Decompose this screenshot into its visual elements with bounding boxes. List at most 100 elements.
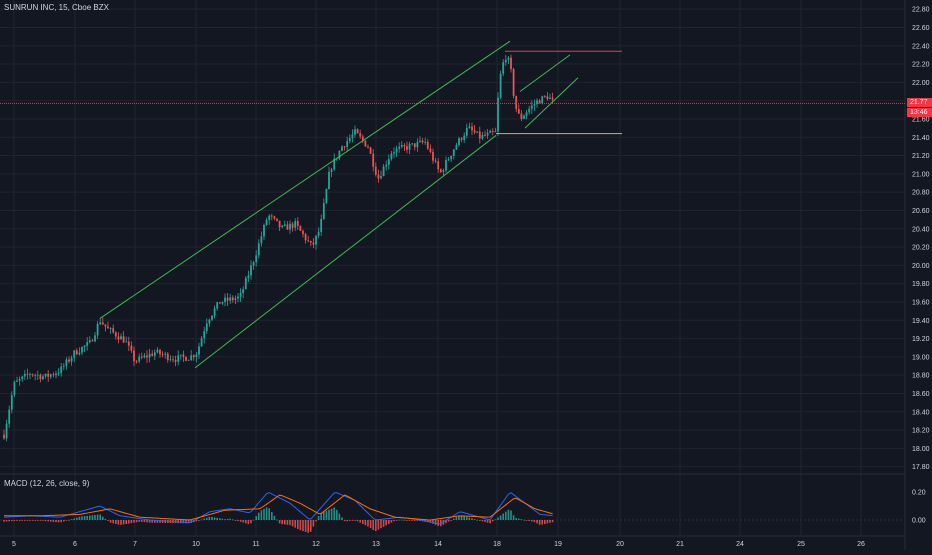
macd-histogram-bar — [489, 520, 491, 524]
candle-body — [226, 297, 229, 301]
candle-body — [481, 134, 484, 139]
macd-histogram-bar — [304, 520, 307, 532]
macd-histogram-bar — [130, 520, 133, 524]
macd-histogram-bar — [544, 520, 546, 524]
macd-histogram-bar — [55, 520, 57, 523]
macd-histogram-bar — [185, 520, 187, 524]
macd-histogram-bar — [372, 520, 374, 531]
macd-histogram-bar — [37, 520, 39, 521]
candle-body — [380, 176, 382, 179]
candle-body — [221, 302, 224, 304]
candle-body — [536, 100, 538, 105]
candle-body — [343, 146, 346, 148]
candle-body — [203, 331, 206, 339]
candle-body — [437, 161, 440, 170]
channel-upper-line[interactable] — [99, 40, 511, 319]
time-tick-label: 26 — [857, 541, 865, 548]
macd-histogram-bar — [221, 518, 224, 520]
macd-histogram-bar — [356, 520, 359, 522]
price-tick-label: 22.00 — [912, 80, 930, 87]
macd-histogram-bar — [515, 518, 517, 520]
price-tick-label: 19.80 — [912, 281, 930, 288]
macd-histogram-bar — [206, 517, 208, 520]
candle-body — [307, 240, 310, 242]
macd-histogram-bar — [549, 520, 551, 523]
small-channel-upper-line[interactable] — [519, 54, 571, 92]
macd-histogram-bar — [330, 508, 333, 520]
macd-histogram-bar — [492, 520, 494, 522]
macd-histogram-bar — [390, 520, 393, 523]
macd-histogram-bar — [520, 519, 523, 520]
candle-body — [546, 96, 549, 99]
macd-histogram-bar — [258, 512, 260, 520]
macd-histogram-bar — [351, 520, 354, 521]
price-tick-label: 20.40 — [912, 226, 930, 233]
macd-histogram-bar — [102, 516, 104, 520]
price-tick-label: 20.20 — [912, 245, 930, 252]
macd-histogram-bar — [505, 511, 507, 520]
macd-histogram-bar — [307, 520, 309, 533]
candle-body — [406, 146, 408, 150]
candle-body — [356, 129, 359, 134]
macd-histogram-bar — [346, 520, 348, 522]
candle-body — [135, 361, 138, 362]
macd-histogram-bar — [21, 520, 23, 521]
candle-body — [143, 355, 146, 358]
candle-body — [361, 136, 364, 141]
macd-histogram-bar — [109, 520, 112, 523]
candle-body — [486, 132, 489, 136]
candle-body — [49, 374, 52, 377]
time-tick-label: 24 — [736, 541, 744, 548]
macd-histogram-bar — [112, 520, 114, 524]
small-channel-lower-line[interactable] — [524, 77, 579, 129]
macd-histogram-bar — [463, 516, 465, 520]
macd-histogram-bar — [434, 520, 437, 525]
macd-histogram-bar — [486, 520, 489, 523]
candle-body — [198, 346, 200, 355]
candle-body — [99, 322, 102, 324]
candle-body — [112, 328, 115, 333]
candle-body — [164, 353, 167, 355]
channel-lower-line[interactable] — [194, 135, 497, 369]
macd-histogram-bar — [364, 520, 367, 526]
macd-histogram-bar — [466, 516, 468, 520]
candle-body — [213, 308, 216, 316]
macd-histogram-bar — [393, 520, 395, 522]
macd-histogram-bar — [484, 520, 486, 522]
candle-body — [52, 374, 55, 376]
macd-legend[interactable]: MACD (12, 26, close, 9) — [4, 479, 90, 488]
macd-histogram-bar — [333, 507, 335, 520]
macd-histogram-bar — [135, 520, 138, 523]
price-tick-label: 21.20 — [912, 153, 930, 160]
candle-body — [393, 152, 395, 154]
candle-body — [439, 169, 442, 172]
candle-body — [62, 365, 65, 367]
candle-body — [372, 153, 375, 167]
candle-body — [5, 423, 8, 439]
candle-body — [252, 262, 255, 266]
symbol-title[interactable]: SUNRUN INC, 15, Cboe BZX — [4, 3, 109, 12]
candle-body — [424, 141, 427, 143]
candle-body — [153, 352, 156, 356]
time-tick-label: 13 — [372, 541, 380, 548]
candle-body — [151, 353, 154, 356]
macd-histogram-bar — [5, 520, 8, 522]
macd-histogram-bar — [395, 520, 398, 521]
candle-body — [101, 322, 104, 325]
candle-body — [434, 160, 437, 162]
macd-histogram-bar — [104, 518, 107, 520]
macd-histogram-bar — [151, 520, 153, 523]
candle-body — [73, 350, 76, 358]
candle-body — [224, 297, 226, 303]
candle-body — [86, 342, 89, 346]
macd-histogram-bar — [310, 520, 312, 532]
time-tick-label: 5 — [12, 541, 16, 548]
candle-body — [255, 255, 258, 263]
candlestick-series — [3, 54, 554, 442]
candle-body — [57, 373, 60, 374]
candle-body — [78, 352, 81, 355]
candle-body — [476, 131, 479, 133]
trend-drawings — [0, 40, 905, 369]
